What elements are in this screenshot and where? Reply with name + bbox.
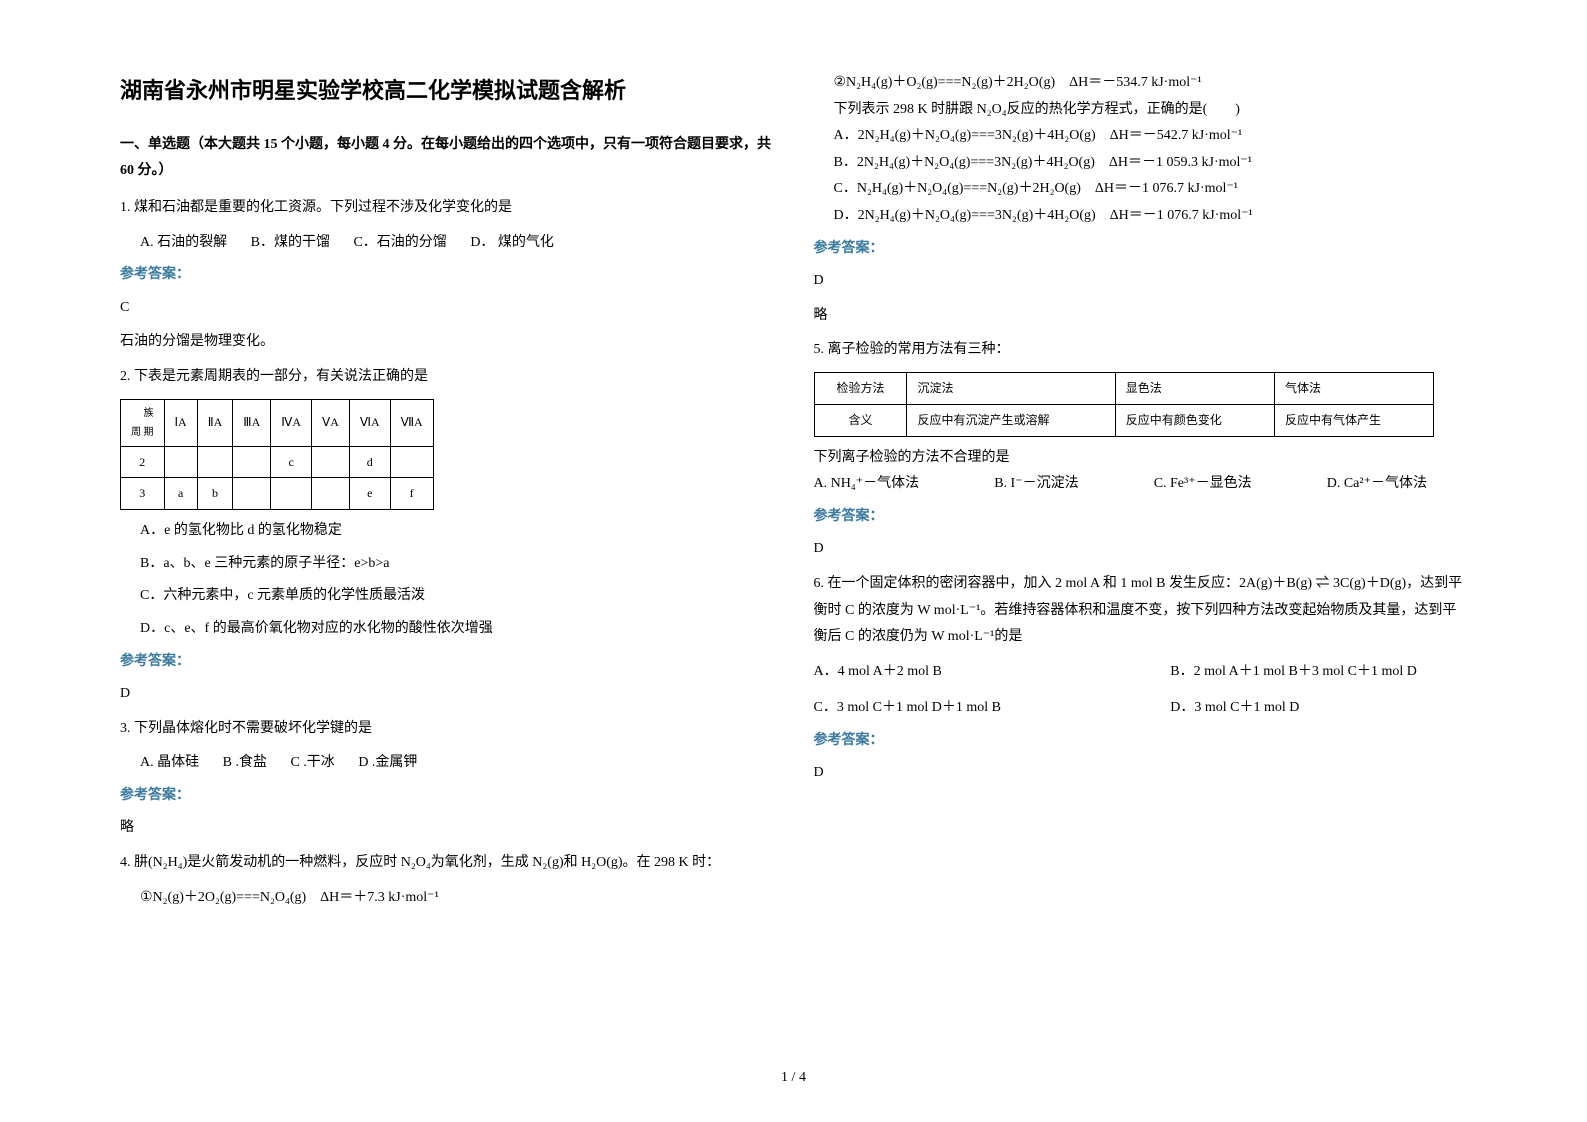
q6-row1: A．4 mol A＋2 mol B B．2 mol A＋1 mol B＋3 mo… — [814, 659, 1468, 686]
q4-eq2: ②N₂H₄(g)＋O₂(g)===N₂(g)＋2H₂O(g) ΔH＝－534.7… — [834, 70, 1468, 97]
q5-optA: A. NH₄⁺－气体法 — [814, 471, 920, 498]
q5-options: A. NH₄⁺－气体法 B. I⁻－沉淀法 C. Fe³⁺－显色法 D. Ca²… — [814, 471, 1468, 498]
q3-optC: C .干冰 — [290, 750, 334, 777]
q2-r2c2 — [197, 446, 233, 478]
q2-col-4: ⅣA — [271, 399, 312, 446]
q1-text: 1. 煤和石油都是重要的化工资源。下列过程不涉及化学变化的是 — [120, 195, 774, 222]
q2-optD: D．c、e、f 的最高价氧化物对应的水化物的酸性依次增强 — [140, 616, 774, 643]
q6-row2: C．3 mol C＋1 mol D＋1 mol B D．3 mol C＋1 mo… — [814, 695, 1468, 722]
q2-r3c7: f — [390, 478, 433, 510]
q2-col-7: ⅦA — [390, 399, 433, 446]
q1-optB: B．煤的干馏 — [251, 230, 330, 257]
q1-explain: 石油的分馏是物理变化。 — [120, 329, 774, 356]
left-column: 湖南省永州市明星实验学校高二化学模拟试题含解析 一、单选题（本大题共 15 个小… — [100, 70, 794, 1092]
q2-zq: 周 期 — [131, 423, 154, 442]
q2-r3c6: e — [349, 478, 390, 510]
document-title: 湖南省永州市明星实验学校高二化学模拟试题含解析 — [120, 70, 774, 112]
q5-answer-label: 参考答案： — [814, 504, 1468, 531]
q6-answer: D — [814, 760, 1468, 787]
q4-explain: 略 — [814, 303, 1468, 330]
q2-zu: 族 — [131, 404, 154, 423]
q4-answer-label: 参考答案： — [814, 236, 1468, 263]
q4-subq: 下列表示 298 K 时肼跟 N₂O₄反应的热化学方程式，正确的是( ) — [834, 97, 1468, 124]
q4-text: 4. 肼(N₂H₄)是火箭发动机的一种燃料，反应时 N₂O₄为氧化剂，生成 N₂… — [120, 850, 774, 877]
q6-optB: B．2 mol A＋1 mol B＋3 mol C＋1 mol D — [1170, 659, 1467, 686]
q2-r3c2: b — [197, 478, 233, 510]
q5-th2: 沉淀法 — [907, 372, 1115, 404]
q5-answer: D — [814, 536, 1468, 563]
q4-optB: B．2N₂H₄(g)＋N₂O₄(g)===3N₂(g)＋4H₂O(g) ΔH＝－… — [834, 150, 1468, 177]
right-column: ②N₂H₄(g)＋O₂(g)===N₂(g)＋2H₂O(g) ΔH＝－534.7… — [794, 70, 1488, 1092]
q2-table: 族 周 期 ⅠA ⅡA ⅢA ⅣA ⅤA ⅥA ⅦA 2 c d 3 a b — [120, 399, 434, 511]
q2-answer-label: 参考答案： — [120, 649, 774, 676]
q2-row-3: 3 — [121, 478, 165, 510]
q2-optB: B．a、b、e 三种元素的原子半径：e>b>a — [140, 551, 774, 578]
q2-r2c7 — [390, 446, 433, 478]
q4-optA: A．2N₂H₄(g)＋N₂O₄(g)===3N₂(g)＋4H₂O(g) ΔH＝－… — [834, 123, 1468, 150]
q1-options: A. 石油的裂解 B．煤的干馏 C．石油的分馏 D． 煤的气化 — [140, 230, 774, 257]
q5-optB: B. I⁻－沉淀法 — [994, 471, 1078, 498]
q1-answer: C — [120, 295, 774, 322]
q3-optA: A. 晶体硅 — [140, 750, 199, 777]
q6-answer-label: 参考答案： — [814, 728, 1468, 755]
q2-col-3: ⅢA — [233, 399, 271, 446]
q2-r3c3 — [233, 478, 271, 510]
q1-optC: C．石油的分馏 — [353, 230, 446, 257]
q4-optC: C．N₂H₄(g)＋N₂O₄(g)===N₂(g)＋2H₂O(g) ΔH＝－1 … — [834, 176, 1468, 203]
q2-r2c6: d — [349, 446, 390, 478]
q2-optC: C．六种元素中，c 元素单质的化学性质最活泼 — [140, 583, 774, 610]
q5-subq: 下列离子检验的方法不合理的是 — [814, 445, 1468, 472]
q5-th1: 检验方法 — [814, 372, 907, 404]
q4-eq1: ①N₂(g)＋2O₂(g)===N₂O₄(g) ΔH＝＋7.3 kJ·mol⁻¹ — [140, 885, 774, 912]
q2-r3c1: a — [164, 478, 197, 510]
q2-row-2: 2 — [121, 446, 165, 478]
q5-tr4: 反应中有气体产生 — [1275, 404, 1434, 436]
q2-r3c4 — [271, 478, 312, 510]
q1-optA: A. 石油的裂解 — [140, 230, 227, 257]
section-header: 一、单选题（本大题共 15 个小题，每小题 4 分。在每小题给出的四个选项中，只… — [120, 132, 774, 185]
q1-answer-label: 参考答案： — [120, 262, 774, 289]
q6-text: 6. 在一个固定体积的密闭容器中，加入 2 mol A 和 1 mol B 发生… — [814, 571, 1468, 651]
q2-col-5: ⅤA — [312, 399, 350, 446]
q5-tr1: 含义 — [814, 404, 907, 436]
q2-r2c5 — [312, 446, 350, 478]
q5-text: 5. 离子检验的常用方法有三种： — [814, 337, 1468, 364]
q3-answer: 略 — [120, 815, 774, 842]
q3-text: 3. 下列晶体熔化时不需要破坏化学键的是 — [120, 716, 774, 743]
q4-answer: D — [814, 268, 1468, 295]
q5-optD: D. Ca²⁺－气体法 — [1327, 471, 1427, 498]
q2-th-period: 族 周 期 — [121, 399, 165, 446]
q2-r2c3 — [233, 446, 271, 478]
q2-r2c1 — [164, 446, 197, 478]
q2-col-1: ⅠA — [164, 399, 197, 446]
q3-optD: D .金属钾 — [358, 750, 417, 777]
q2-col-6: ⅥA — [349, 399, 390, 446]
page-number: 1 / 4 — [781, 1065, 806, 1092]
q3-answer-label: 参考答案： — [120, 783, 774, 810]
q2-r3c5 — [312, 478, 350, 510]
q3-optB: B .食盐 — [223, 750, 267, 777]
q5-table: 检验方法 沉淀法 显色法 气体法 含义 反应中有沉淀产生或溶解 反应中有颜色变化… — [814, 372, 1435, 437]
q2-answer: D — [120, 681, 774, 708]
q6-optA: A．4 mol A＋2 mol B — [814, 659, 1111, 686]
q6-optD: D．3 mol C＋1 mol D — [1170, 695, 1467, 722]
q4-optD: D．2N₂H₄(g)＋N₂O₄(g)===3N₂(g)＋4H₂O(g) ΔH＝－… — [834, 203, 1468, 230]
q5-tr2: 反应中有沉淀产生或溶解 — [907, 404, 1115, 436]
q2-r2c4: c — [271, 446, 312, 478]
q1-optD: D． 煤的气化 — [470, 230, 554, 257]
q5-optC: C. Fe³⁺－显色法 — [1154, 471, 1252, 498]
q2-optA: A．e 的氢化物比 d 的氢化物稳定 — [140, 518, 774, 545]
q6-optC: C．3 mol C＋1 mol D＋1 mol B — [814, 695, 1111, 722]
q5-tr3: 反应中有颜色变化 — [1115, 404, 1274, 436]
q5-th4: 气体法 — [1275, 372, 1434, 404]
q2-col-2: ⅡA — [197, 399, 233, 446]
q2-text: 2. 下表是元素周期表的一部分，有关说法正确的是 — [120, 364, 774, 391]
q3-options: A. 晶体硅 B .食盐 C .干冰 D .金属钾 — [140, 750, 774, 777]
q5-th3: 显色法 — [1115, 372, 1274, 404]
